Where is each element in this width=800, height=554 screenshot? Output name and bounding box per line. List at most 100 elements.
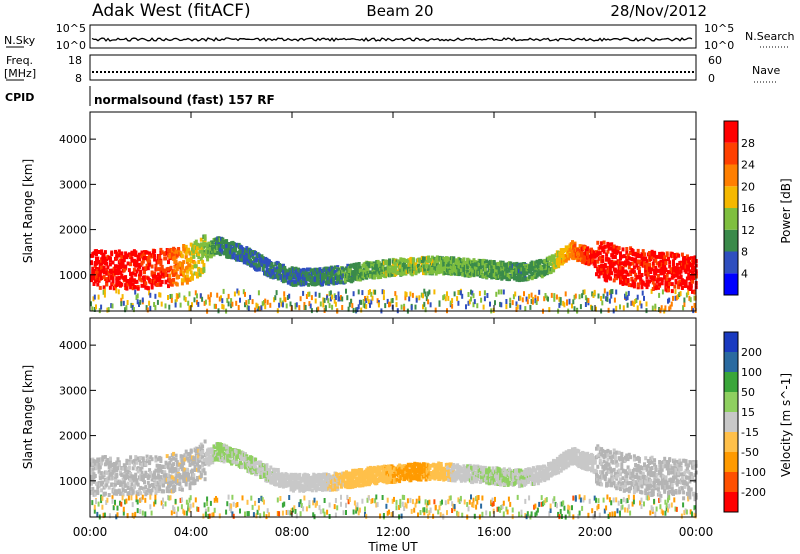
echo-cell [342,267,346,272]
echo-cell [568,253,572,257]
freq-point [408,71,410,73]
echo-cell [601,255,605,259]
echo-cell [372,271,376,276]
echo-cell [187,472,191,477]
echo-cell [124,468,128,473]
echo-cell [369,302,371,308]
echo-cell [175,460,179,465]
echo-cell [504,263,508,268]
echo-cell [509,261,513,266]
echo-cell [211,452,215,456]
echo-cell [288,293,291,299]
echo-cell [477,262,481,267]
echo-cell [193,297,196,303]
echo-cell [111,275,115,279]
echo-cell [583,246,587,251]
echo-cell [182,244,186,248]
echo-cell [208,246,212,251]
echo-cell [261,301,264,307]
freq-point [512,71,514,73]
echo-cell [290,279,294,284]
freq-point [240,71,242,73]
echo-cell [160,500,163,506]
echo-cell [327,272,331,277]
echo-cell [100,276,104,281]
echo-cell [90,260,93,265]
echo-cell [169,457,173,462]
echo-cell [329,296,332,302]
power-colorbar-label: Power [dB] [779,178,793,243]
echo-cell [471,290,474,296]
echo-cell [228,447,232,452]
echo-cell [410,305,413,311]
echo-cell [125,473,129,477]
echo-cell [95,304,97,310]
echo-cell [227,301,230,307]
echo-cell [177,293,180,299]
freq-point [320,71,322,73]
echo-cell [577,257,581,262]
echo-cell [331,304,334,310]
echo-cell [117,289,120,295]
echo-cell [284,297,287,303]
echo-cell [134,511,137,517]
freq-point [296,71,298,73]
echo-cell [106,265,110,270]
echo-cell [261,497,264,503]
echo-cell [375,267,379,272]
echo-cell [458,290,461,295]
echo-cell [664,258,668,263]
echo-cell [582,289,585,295]
colorbar-tick-label: 24 [741,159,755,172]
echo-cell [624,275,627,280]
echo-cell [145,305,148,311]
nave-tick-top: 60 [708,54,722,67]
echo-cell [194,264,198,269]
echo-cell [145,263,149,268]
echo-cell [164,464,168,469]
echo-cell [135,494,138,500]
freq-point [520,71,522,73]
echo-cell [168,273,172,278]
echo-cell [626,302,629,308]
echo-cell [294,279,298,284]
echo-cell [673,266,677,271]
echo-cell [144,511,147,517]
echo-cell [105,261,109,266]
nave-label: Nave [752,64,780,77]
echo-cell [636,283,640,288]
echo-cell [281,302,284,308]
echo-cell [172,451,176,456]
echo-cell [645,279,649,284]
echo-cell [554,263,558,268]
echo-cell [129,455,133,460]
echo-cell [260,305,263,311]
echo-cell [324,280,328,285]
echo-cell [364,303,366,309]
echo-cell [284,268,288,273]
echo-cell [630,283,634,288]
echo-cell [691,289,694,294]
echo-cell [177,275,181,279]
echo-cell [534,269,538,274]
echo-cell [683,297,686,303]
echo-cell [148,259,152,264]
echo-cell [654,258,658,263]
echo-cell [394,266,398,270]
echo-cell [586,250,590,255]
echo-cell [146,307,149,313]
echo-cell [125,305,128,311]
echo-cell [352,307,355,313]
echo-cell [626,253,630,258]
echo-cell [247,511,250,517]
echo-cell [321,282,324,287]
echo-cell [201,296,204,302]
echo-cell [184,482,188,487]
echo-cell [108,460,112,465]
echo-cell [179,272,183,277]
echo-cell [150,270,154,275]
echo-cell [207,294,210,300]
freq-point [672,71,674,73]
echo-cell [126,513,129,519]
